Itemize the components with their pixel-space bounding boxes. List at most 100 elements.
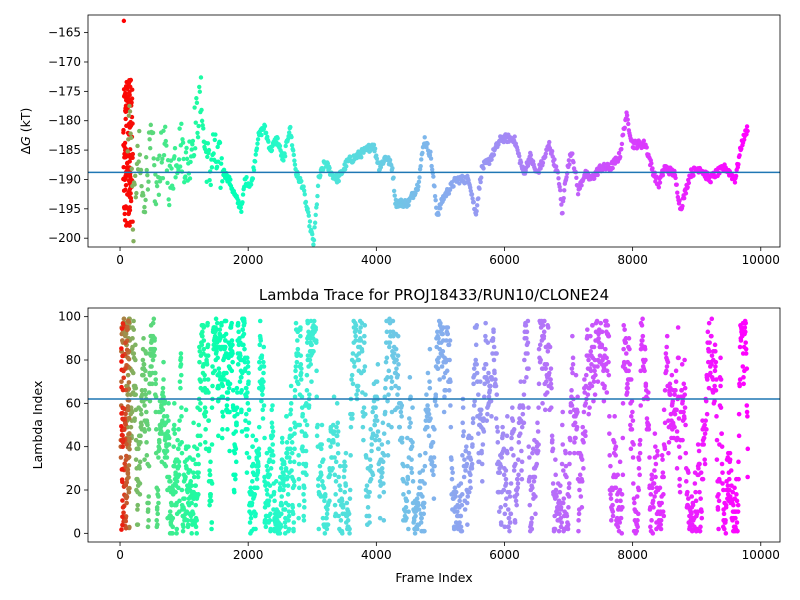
lambda-point	[139, 392, 145, 397]
lambda-point	[330, 466, 335, 471]
lambda-point	[314, 433, 320, 439]
lambda-point	[628, 414, 634, 419]
lambda-point	[194, 518, 199, 523]
lambda-point	[327, 498, 332, 504]
delta-g-point	[641, 138, 647, 143]
lambda-point	[538, 357, 543, 363]
delta-g-point	[192, 105, 197, 110]
lambda-point	[123, 518, 129, 524]
lambda-point	[483, 333, 488, 339]
lambda-point	[387, 344, 392, 350]
lambda-point	[245, 364, 251, 369]
delta-g-point	[194, 96, 199, 101]
lambda-point	[468, 472, 473, 478]
lambda-point	[390, 318, 396, 324]
lambda-point	[718, 355, 723, 361]
lambda-point	[359, 349, 365, 354]
lambda-point	[188, 479, 194, 484]
delta-g-point	[418, 163, 423, 169]
lambda-point	[458, 481, 464, 486]
lambda-point	[381, 481, 386, 486]
lambda-point	[362, 333, 367, 339]
lambda-point	[473, 342, 479, 348]
lambda-point	[256, 446, 262, 452]
delta-g-point	[263, 130, 269, 136]
delta-g-point	[479, 175, 484, 180]
lambda-point	[722, 526, 727, 532]
lambda-point	[120, 438, 126, 443]
lambda-point	[339, 531, 345, 536]
lambda-point	[658, 522, 663, 527]
lambda-point	[153, 381, 159, 387]
lambda-point	[298, 353, 304, 358]
delta-g-point	[153, 201, 159, 207]
lambda-point	[245, 401, 251, 406]
delta-g-point	[429, 163, 434, 169]
lambda-point	[370, 431, 376, 436]
delta-g-points	[121, 18, 750, 247]
lambda-point	[404, 435, 410, 441]
lambda-point	[333, 492, 338, 497]
lambda-point	[636, 466, 642, 471]
delta-g-point	[127, 109, 133, 114]
lambda-point	[177, 379, 183, 384]
lambda-point	[719, 444, 725, 449]
lambda-point	[190, 511, 196, 517]
lambda-point	[657, 485, 663, 491]
lambda-point	[121, 406, 127, 411]
lambda-point	[640, 338, 645, 343]
lambda-point	[245, 390, 250, 395]
lambda-point	[437, 377, 442, 382]
delta-g-point	[164, 168, 170, 173]
lambda-point	[289, 440, 295, 445]
lambda-point	[397, 424, 402, 430]
lambda-point	[268, 526, 273, 532]
lambda-point	[234, 420, 239, 426]
lambda-point	[344, 500, 350, 506]
lambda-point	[229, 338, 235, 343]
delta-g-point	[180, 140, 186, 145]
lambda-point	[733, 515, 738, 521]
lambda-point	[661, 474, 666, 480]
lambda-point	[686, 470, 691, 475]
lambda-point	[710, 377, 716, 382]
delta-g-point	[137, 152, 143, 157]
x-tick-label: 10000	[742, 253, 780, 267]
lambda-point	[273, 479, 279, 484]
x-tick-label: 4000	[361, 253, 392, 267]
lambda-point	[490, 336, 496, 341]
lambda-point	[594, 318, 600, 324]
lambda-point	[608, 496, 614, 501]
lambda-point	[714, 437, 720, 443]
lambda-point	[396, 362, 401, 367]
lambda-point	[233, 472, 238, 478]
lambda-point	[405, 463, 410, 469]
lambda-point	[470, 442, 475, 447]
lambda-point	[313, 327, 318, 332]
lambda-point	[315, 483, 321, 488]
lambda-point	[741, 375, 746, 380]
lambda-point	[443, 388, 448, 393]
lambda-point	[336, 513, 341, 519]
lambda-point	[642, 346, 648, 352]
lambda-point	[537, 342, 543, 348]
lambda-point	[578, 494, 584, 499]
lambda-point	[570, 370, 575, 376]
lambda-point	[224, 370, 229, 376]
lambda-point	[623, 351, 629, 356]
lambda-point	[692, 481, 698, 486]
delta-g-point	[157, 153, 162, 158]
lambda-point	[303, 433, 309, 439]
delta-g-point	[141, 193, 146, 198]
lambda-point	[689, 494, 695, 499]
delta-g-point	[195, 134, 201, 140]
delta-g-point	[248, 182, 254, 187]
delta-g-point	[172, 146, 178, 151]
lambda-point	[725, 483, 731, 488]
lambda-point	[403, 505, 409, 510]
lambda-point	[334, 401, 340, 406]
lambda-point	[716, 498, 722, 504]
lambda-point	[380, 470, 385, 475]
lambda-point	[121, 417, 126, 422]
lambda-point	[518, 379, 524, 384]
